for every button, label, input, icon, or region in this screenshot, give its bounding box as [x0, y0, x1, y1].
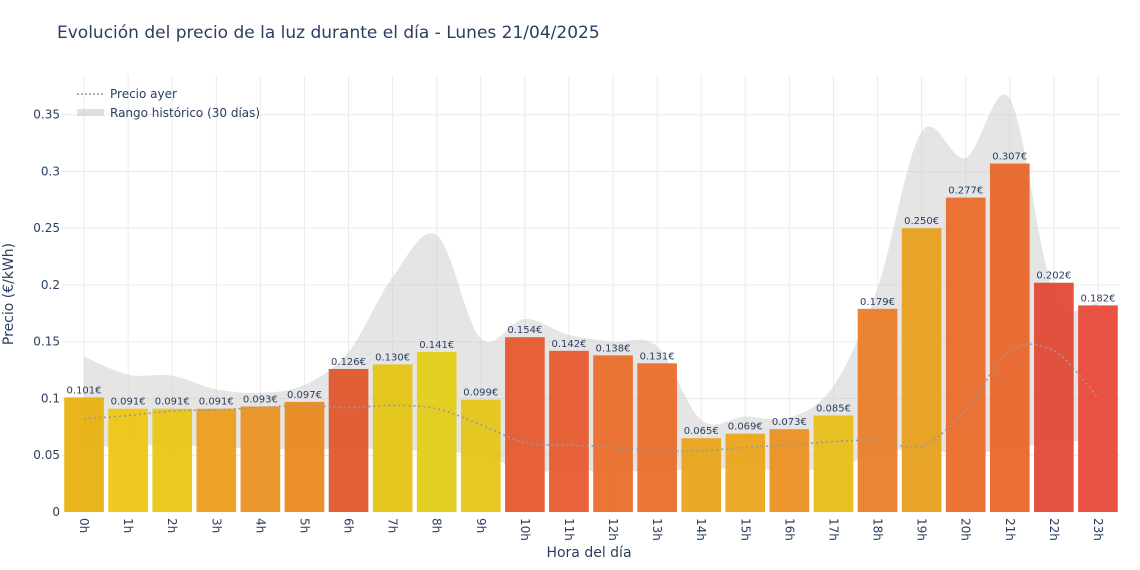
y-axis-title: Precio (€/kWh) — [1, 243, 17, 345]
y-tick-label: 0.1 — [41, 391, 60, 405]
legend-band-swatch — [77, 109, 104, 116]
data-label-23h: 0.182€ — [1080, 293, 1115, 304]
x-tick-label: 7h — [386, 518, 400, 533]
x-tick-label: 10h — [518, 518, 532, 541]
data-label-11h: 0.142€ — [551, 339, 586, 350]
x-tick-label: 16h — [782, 518, 796, 541]
bar-10h[interactable] — [505, 337, 545, 512]
x-axis-title: Hora del día — [546, 545, 631, 561]
bars — [64, 163, 1118, 512]
data-label-1h: 0.091€ — [111, 397, 146, 408]
bar-11h[interactable] — [549, 350, 589, 512]
bar-12h[interactable] — [593, 355, 633, 512]
chart-title: Evolución del precio de la luz durante e… — [57, 23, 600, 43]
data-label-13h: 0.131€ — [640, 351, 675, 362]
bar-5h[interactable] — [284, 401, 325, 512]
x-tick-label: 8h — [430, 518, 444, 533]
data-label-15h: 0.069€ — [728, 422, 763, 433]
data-label-19h: 0.250€ — [904, 216, 939, 227]
bar-2h[interactable] — [152, 408, 193, 512]
data-label-8h: 0.141€ — [419, 340, 454, 351]
data-label-18h: 0.179€ — [860, 297, 895, 308]
data-label-4h: 0.093€ — [243, 394, 278, 405]
x-tick-label: 15h — [738, 518, 752, 541]
data-label-7h: 0.130€ — [375, 352, 410, 363]
x-tick-label: 12h — [606, 518, 620, 541]
x-tick-label: 1h — [121, 518, 135, 533]
x-tick-label: 13h — [650, 518, 664, 541]
data-label-17h: 0.085€ — [816, 404, 851, 415]
bar-22h[interactable] — [1034, 282, 1074, 512]
x-tick-label: 6h — [342, 518, 356, 533]
x-tick-label: 22h — [1047, 518, 1061, 541]
data-label-14h: 0.065€ — [684, 426, 719, 437]
bar-9h[interactable] — [460, 399, 501, 512]
bar-19h[interactable] — [901, 228, 942, 512]
bar-23h[interactable] — [1078, 305, 1118, 512]
x-tick-label: 9h — [474, 518, 488, 533]
data-label-3h: 0.091€ — [199, 397, 234, 408]
y-tick-label: 0.3 — [41, 164, 60, 178]
x-axis-ticks: 0h 1h 2h 3h 4h 5h 6h 7h 8h 9h 10h 11h 12h 13h 14h 15h 16… — [77, 518, 1105, 541]
data-label-16h: 0.073€ — [772, 417, 807, 428]
data-label-9h: 0.099€ — [463, 388, 498, 399]
legend[interactable]: Precio ayer Rango histórico (30 días) — [77, 87, 260, 120]
x-tick-label: 18h — [871, 518, 885, 541]
bar-15h[interactable] — [725, 433, 766, 512]
legend-item-historical[interactable]: Rango histórico (30 días) — [110, 106, 260, 120]
y-tick-label: 0.15 — [33, 335, 60, 349]
bar-20h[interactable] — [945, 197, 986, 512]
bar-17h[interactable] — [813, 415, 854, 512]
y-axis-ticks: 0 0.05 0.1 0.15 0.2 0.25 0.3 0.35 — [33, 108, 60, 519]
data-labels: 0.101€ 0.091€ 0.091€ 0.091€ 0.093€ 0.097€ 0.12… — [67, 152, 1116, 438]
bar-13h[interactable] — [637, 363, 677, 512]
y-tick-label: 0.2 — [41, 278, 60, 292]
y-tick-label: 0.35 — [33, 108, 60, 122]
bar-0h[interactable] — [64, 397, 104, 512]
bar-16h[interactable] — [769, 429, 810, 512]
bar-3h[interactable] — [196, 408, 237, 512]
bar-6h[interactable] — [328, 368, 369, 512]
y-tick-label: 0.05 — [33, 448, 60, 462]
x-tick-label: 21h — [1003, 518, 1017, 541]
data-label-12h: 0.138€ — [596, 343, 631, 354]
x-tick-label: 4h — [253, 518, 267, 533]
yesterday-price-path — [83, 343, 1099, 452]
yesterday-price-line — [83, 343, 1099, 452]
x-tick-label: 5h — [297, 518, 311, 533]
y-tick-label: 0.25 — [33, 221, 60, 235]
data-label-10h: 0.154€ — [507, 325, 542, 336]
bar-4h[interactable] — [240, 406, 281, 512]
data-label-21h: 0.307€ — [992, 152, 1027, 163]
x-tick-label: 17h — [826, 518, 840, 541]
data-label-20h: 0.277€ — [948, 186, 983, 197]
y-tick-label: 0 — [52, 505, 60, 519]
bar-8h[interactable] — [416, 351, 457, 512]
data-label-5h: 0.097€ — [287, 390, 322, 401]
bar-18h[interactable] — [857, 308, 898, 512]
data-label-2h: 0.091€ — [155, 397, 190, 408]
data-label-22h: 0.202€ — [1036, 271, 1071, 282]
x-tick-label: 2h — [165, 518, 179, 533]
x-tick-label: 20h — [959, 518, 973, 541]
x-tick-label: 3h — [209, 518, 223, 533]
data-label-0h: 0.101€ — [67, 385, 102, 396]
data-label-6h: 0.126€ — [331, 357, 366, 368]
legend-item-yesterday[interactable]: Precio ayer — [110, 87, 177, 101]
x-tick-label: 0h — [77, 518, 91, 533]
bar-1h[interactable] — [108, 408, 148, 512]
x-tick-label: 23h — [1091, 518, 1105, 541]
x-tick-label: 11h — [562, 518, 576, 541]
x-tick-label: 14h — [694, 518, 708, 541]
x-tick-label: 19h — [915, 518, 929, 541]
bar-7h[interactable] — [372, 364, 413, 512]
bar-14h[interactable] — [681, 438, 722, 512]
bar-21h[interactable] — [989, 163, 1030, 512]
